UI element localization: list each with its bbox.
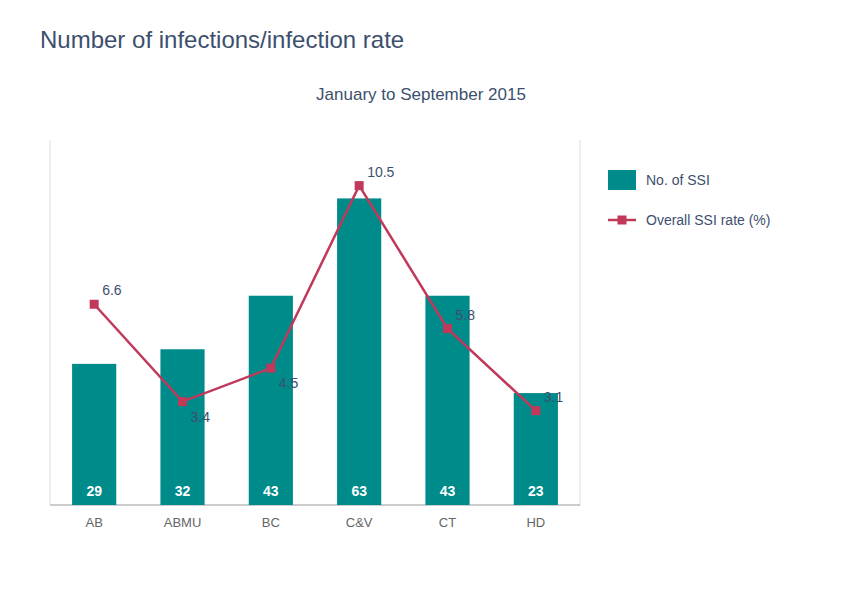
legend-label: Overall SSI rate (%) — [646, 212, 770, 228]
line-label: 3.4 — [191, 409, 211, 425]
line-marker — [266, 364, 275, 373]
bar-label: 32 — [175, 483, 191, 499]
line-marker — [355, 181, 364, 190]
bar-label: 43 — [440, 483, 456, 499]
y2-axis-line — [580, 140, 581, 505]
line-marker — [90, 300, 99, 309]
line-label: 10.5 — [367, 164, 394, 180]
x-axis-line — [50, 505, 580, 506]
line — [94, 186, 536, 411]
line-label: 6.6 — [102, 282, 122, 298]
x-tick-label: BC — [262, 515, 280, 530]
bar — [249, 296, 293, 505]
bar — [337, 198, 381, 505]
plot-marks — [72, 181, 558, 505]
line-marker — [443, 324, 452, 333]
line-marker — [531, 406, 540, 415]
x-tick-label: HD — [526, 515, 545, 530]
legend-marker — [618, 216, 627, 225]
x-tick-label: ABMU — [164, 515, 202, 530]
x-tick-label: CT — [439, 515, 456, 530]
data-labels: 29 32 43 63 43 23 6.6 3.4 4.5 10.5 5.8 3.1 — [86, 164, 563, 499]
line-label: 5.8 — [456, 307, 476, 323]
bar — [72, 364, 116, 505]
y-axis-line — [50, 140, 51, 505]
bar-label: 23 — [528, 483, 544, 499]
bar-label: 29 — [86, 483, 102, 499]
x-tick-label: AB — [85, 515, 102, 530]
bar-label: 63 — [351, 483, 367, 499]
x-tick-label: C&V — [346, 515, 373, 530]
bar — [160, 349, 204, 505]
legend-label: No. of SSI — [646, 172, 710, 188]
chart: Number of infections/infection rate Janua… — [0, 0, 842, 596]
subtitle: January to September 2015 — [316, 85, 526, 104]
legend: No. of SSI Overall SSI rate (%) — [608, 170, 770, 228]
bar-label: 43 — [263, 483, 279, 499]
line-label: 3.1 — [544, 389, 564, 405]
bar — [514, 393, 558, 505]
line-marker — [178, 397, 187, 406]
legend-swatch — [608, 170, 636, 190]
bar — [425, 296, 469, 505]
title: Number of infections/infection rate — [40, 26, 404, 53]
line-label: 4.5 — [279, 375, 299, 391]
